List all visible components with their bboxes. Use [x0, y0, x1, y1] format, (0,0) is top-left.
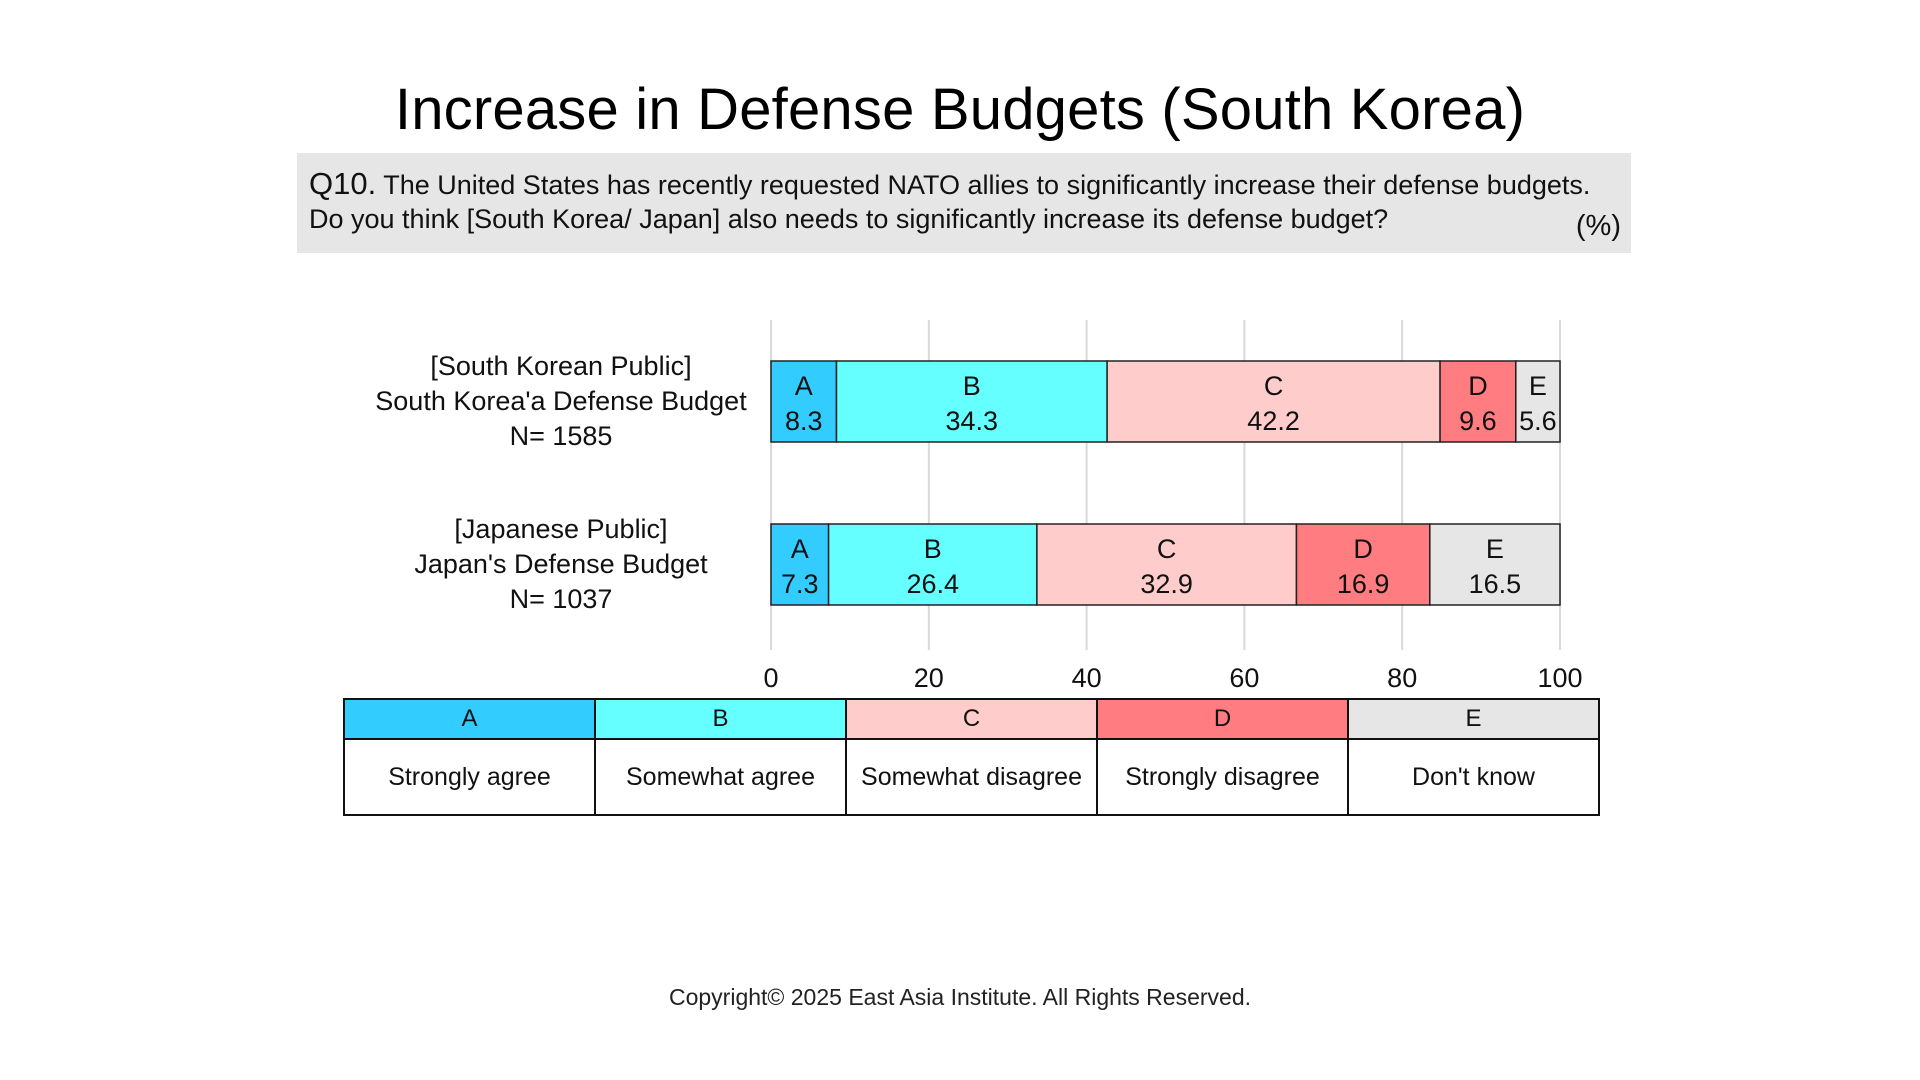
- row-label-line: South Korea'a Defense Budget: [375, 386, 747, 416]
- data-label: 5.6: [1519, 406, 1557, 436]
- row-label-south-korea: [South Korean Public] South Korea'a Defe…: [311, 349, 811, 454]
- row-label-line: Japan's Defense Budget: [414, 549, 708, 579]
- data-label: 42.2: [1247, 406, 1300, 436]
- segment-key-label: B: [924, 534, 942, 564]
- bar-segment-c: [1036, 523, 1298, 606]
- legend-label-c: Somewhat disagree: [845, 738, 1098, 816]
- legend-label-e: Don't know: [1347, 738, 1600, 816]
- bar-segment-d: [1439, 360, 1517, 443]
- segment-key-label: B: [963, 371, 981, 401]
- x-tick-label: 40: [1072, 663, 1102, 693]
- legend-table: A B C D E Strongly agree Somewhat agree …: [343, 698, 1600, 816]
- x-tick-label: 0: [763, 663, 778, 693]
- row-label-japan: [Japanese Public] Japan's Defense Budget…: [311, 512, 811, 617]
- bar-segment-e: [1515, 360, 1561, 443]
- bar-segment-d: [1295, 523, 1431, 606]
- legend-label-d: Strongly disagree: [1096, 738, 1349, 816]
- data-label: 32.9: [1140, 569, 1193, 599]
- bar-segment-c: [1106, 360, 1441, 443]
- segment-key-label: A: [795, 371, 813, 401]
- data-label: 8.3: [785, 406, 823, 436]
- legend-key-b: B: [594, 698, 847, 740]
- x-tick-label: 60: [1229, 663, 1259, 693]
- segment-key-label: A: [791, 534, 809, 564]
- data-label: 34.3: [946, 406, 999, 436]
- data-label: 26.4: [906, 569, 959, 599]
- legend-label-a: Strongly agree: [343, 738, 596, 816]
- bar-segment-b: [827, 523, 1038, 606]
- question-number: Q10.: [309, 166, 377, 201]
- segment-key-label: E: [1529, 371, 1547, 401]
- question-line-1: Q10. The United States has recently requ…: [309, 167, 1619, 202]
- bar-segment-a: [770, 523, 830, 606]
- legend-key-c: C: [845, 698, 1098, 740]
- question-box: Q10. The United States has recently requ…: [297, 153, 1631, 253]
- x-tick-label: 100: [1537, 663, 1582, 693]
- segment-key-label: E: [1486, 534, 1504, 564]
- x-tick-label: 20: [914, 663, 944, 693]
- segment-key-label: D: [1468, 371, 1488, 401]
- row-label-line: [South Korean Public]: [430, 351, 692, 381]
- row-label-line: [Japanese Public]: [454, 514, 668, 544]
- legend-key-e: E: [1347, 698, 1600, 740]
- legend-key-d: D: [1096, 698, 1349, 740]
- bar-segment-a: [770, 360, 838, 443]
- data-label: 16.9: [1337, 569, 1390, 599]
- data-label: 7.3: [781, 569, 819, 599]
- question-text-2: Do you think [South Korea/ Japan] also n…: [309, 204, 1389, 234]
- row-label-line: N= 1037: [509, 584, 613, 614]
- data-label: 16.5: [1469, 569, 1522, 599]
- bar-segment-b: [835, 360, 1108, 443]
- row-label-line: N= 1585: [509, 421, 613, 451]
- question-text-1: The United States has recently requested…: [383, 170, 1591, 200]
- bar-segment-e: [1429, 523, 1561, 606]
- copyright-notice: Copyright© 2025 East Asia Institute. All…: [668, 984, 1252, 1010]
- x-tick-label: 80: [1387, 663, 1417, 693]
- data-label: 9.6: [1459, 406, 1497, 436]
- unit-label: (%): [1575, 210, 1621, 242]
- legend-key-a: A: [343, 698, 596, 740]
- chart-title: Increase in Defense Budgets (South Korea…: [394, 77, 1526, 142]
- segment-key-label: C: [1157, 534, 1177, 564]
- legend-label-b: Somewhat agree: [594, 738, 847, 816]
- segment-key-label: D: [1353, 534, 1373, 564]
- stacked-bar-chart: A 8.3 B 34.3 C 42.2 D 9.6 E 5.6 A 7.3 B 26.4 C 32.9 D 16.…: [763, 320, 1583, 693]
- segment-key-label: C: [1264, 371, 1284, 401]
